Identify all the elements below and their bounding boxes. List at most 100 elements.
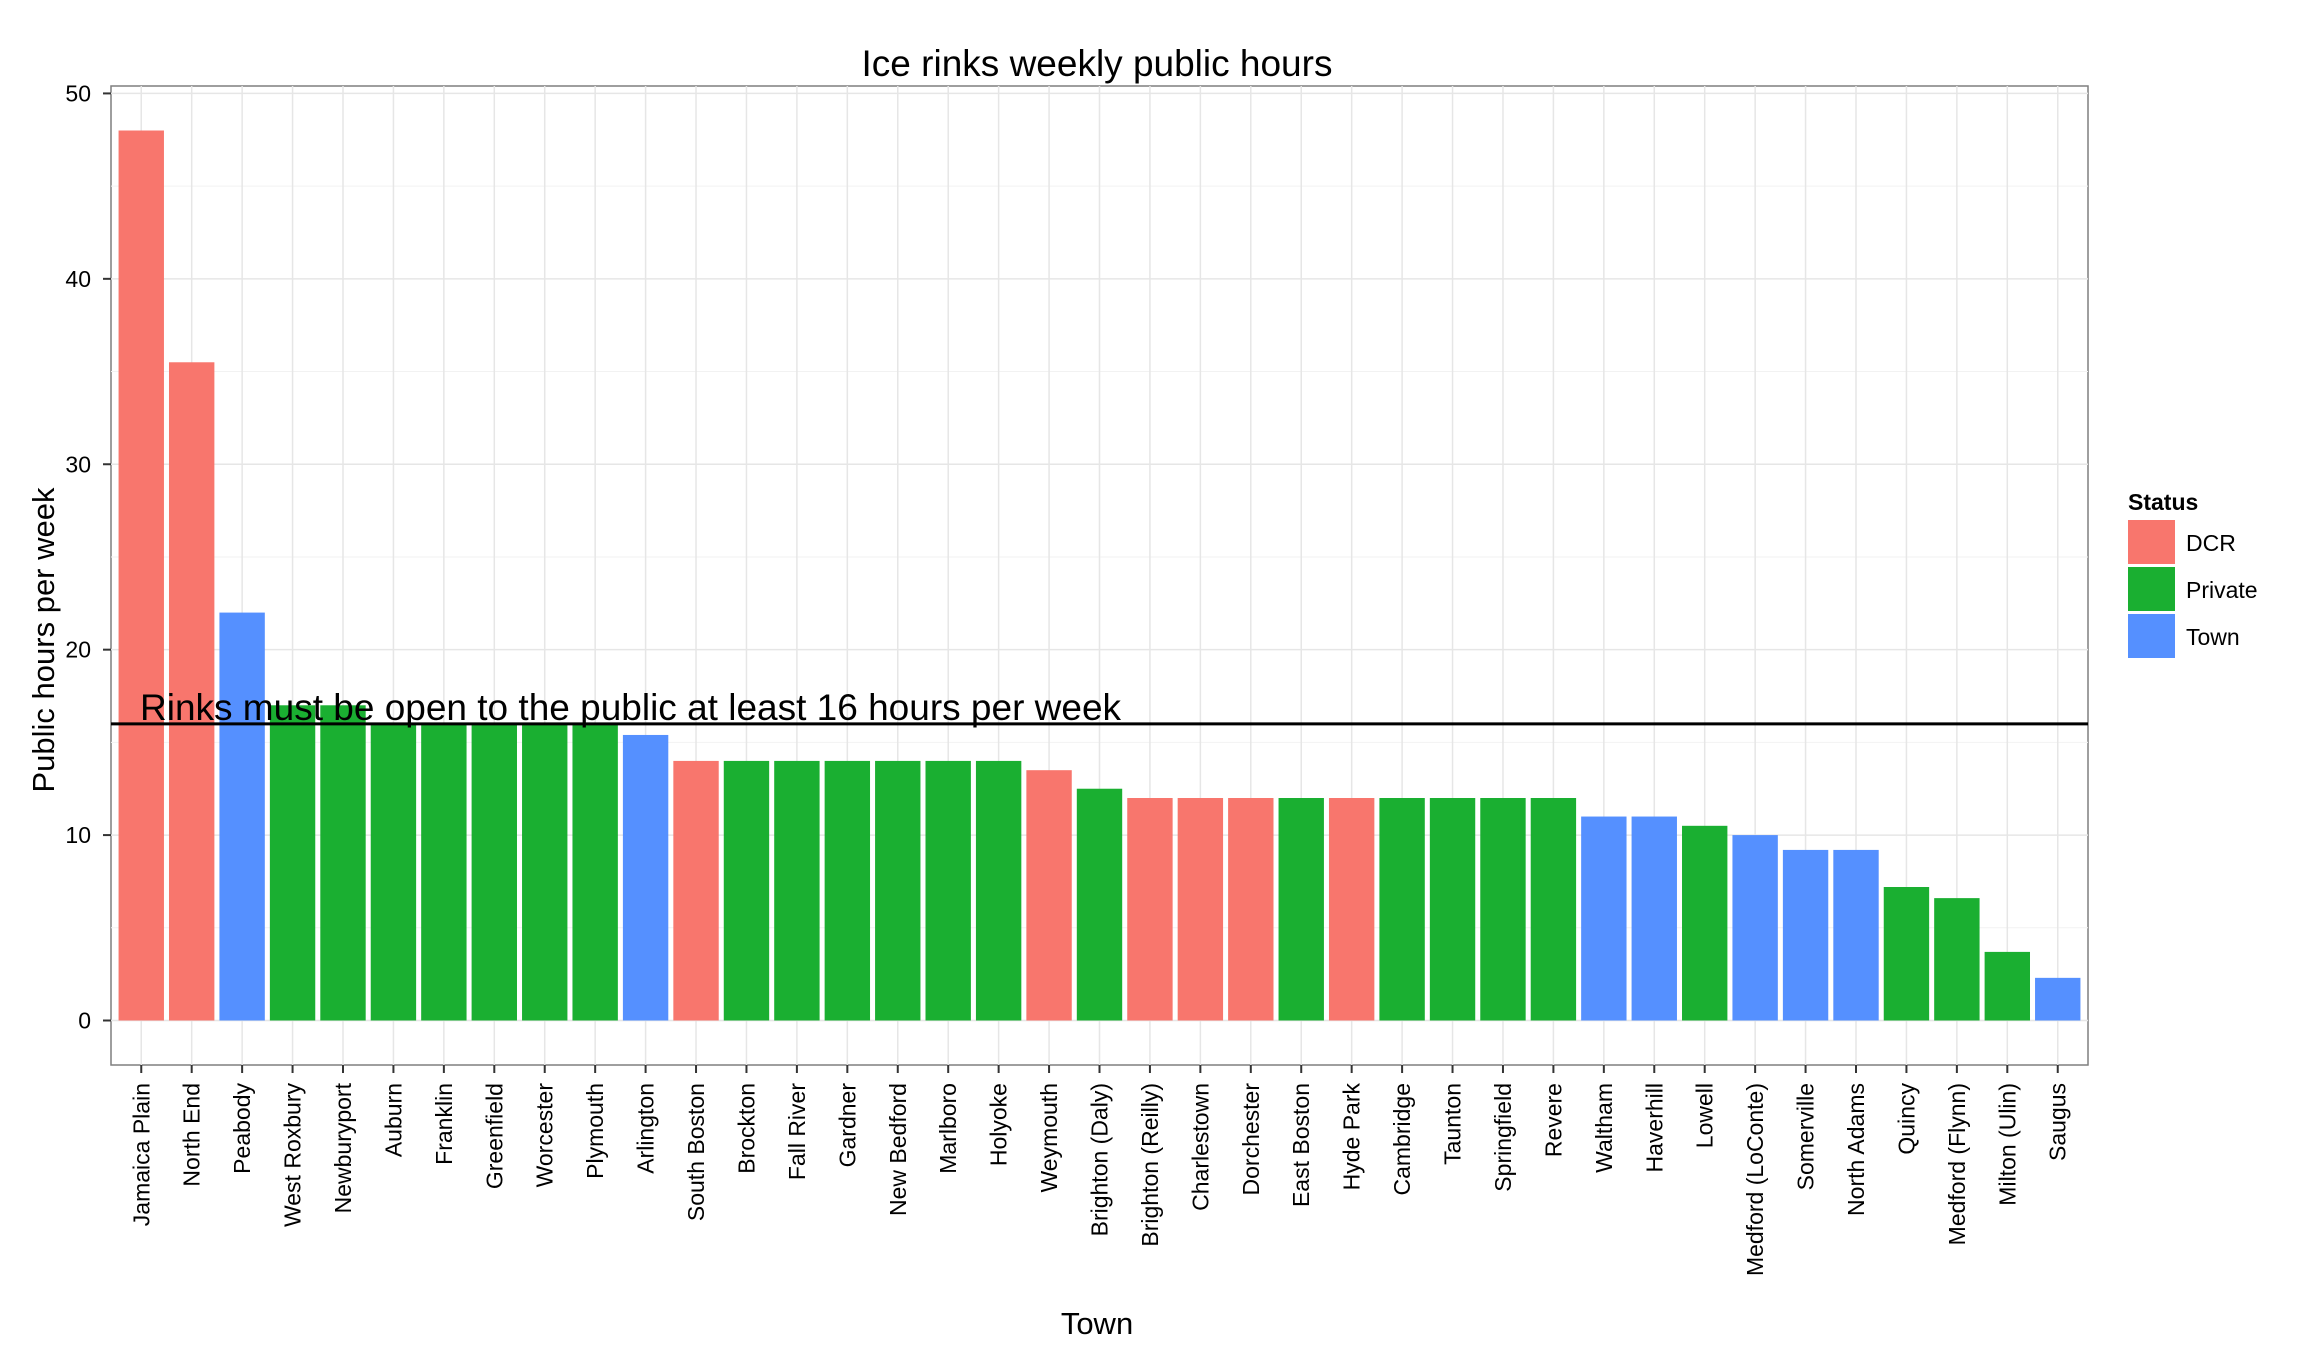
x-tick-label: Hyde Park bbox=[1339, 1083, 1365, 1191]
bar bbox=[925, 760, 971, 1021]
x-tick-label: Charlestown bbox=[1187, 1083, 1213, 1211]
bars bbox=[118, 130, 2081, 1021]
bar bbox=[1530, 798, 1577, 1021]
y-axis-label: Public hours per week bbox=[26, 487, 61, 792]
bar bbox=[875, 760, 921, 1021]
bar bbox=[118, 130, 164, 1021]
x-tick-label: Springfield bbox=[1490, 1083, 1516, 1192]
x-axis: Jamaica Plain North End Peabody West Roxbur… bbox=[128, 1065, 2071, 1276]
legend-swatch bbox=[2128, 520, 2175, 564]
y-tick-label: 30 bbox=[65, 451, 91, 477]
x-tick-label: Jamaica Plain bbox=[128, 1083, 154, 1226]
x-tick-label: Lowell bbox=[1692, 1083, 1718, 1148]
legend-swatch bbox=[2128, 567, 2175, 611]
x-tick-label: Brockton bbox=[733, 1083, 759, 1174]
bar bbox=[370, 723, 417, 1021]
bar bbox=[522, 723, 568, 1021]
bar bbox=[1480, 798, 1526, 1021]
x-tick-label: New Bedford bbox=[885, 1083, 911, 1216]
x-tick-label: Weymouth bbox=[1036, 1083, 1062, 1193]
bar bbox=[1732, 835, 1778, 1021]
bar bbox=[1682, 825, 1728, 1021]
x-tick-label: Medford (Flynn) bbox=[1944, 1083, 1970, 1245]
legend-swatch bbox=[2128, 614, 2175, 658]
bar bbox=[975, 760, 1022, 1021]
bar bbox=[1984, 951, 2031, 1021]
legend-title: Status bbox=[2128, 489, 2198, 515]
y-tick-label: 20 bbox=[65, 637, 91, 663]
y-tick-label: 10 bbox=[65, 822, 91, 848]
bar bbox=[1278, 798, 1324, 1021]
bar bbox=[471, 723, 517, 1021]
bar bbox=[219, 612, 265, 1021]
bar bbox=[168, 362, 215, 1021]
x-tick-label: Greenfield bbox=[481, 1083, 507, 1189]
bar bbox=[1026, 770, 1072, 1021]
bar bbox=[1228, 798, 1274, 1021]
bar bbox=[269, 705, 316, 1021]
bar bbox=[1076, 788, 1123, 1021]
bar bbox=[723, 760, 770, 1021]
x-tick-label: Waltham bbox=[1591, 1083, 1617, 1173]
bar bbox=[1782, 849, 1829, 1021]
x-tick-label: North Adams bbox=[1843, 1083, 1869, 1216]
x-tick-label: Fall River bbox=[784, 1083, 810, 1180]
legend-label: Town bbox=[2186, 624, 2240, 650]
x-tick-label: Taunton bbox=[1440, 1083, 1466, 1165]
bar bbox=[774, 760, 820, 1021]
bar bbox=[1177, 798, 1224, 1021]
x-tick-label: Brighton (Reilly) bbox=[1137, 1083, 1163, 1247]
bar bbox=[1833, 849, 1879, 1021]
bar bbox=[1631, 816, 1677, 1021]
reference-line-label: Rinks must be open to the public at leas… bbox=[140, 687, 1122, 728]
x-tick-label: Cambridge bbox=[1389, 1083, 1415, 1196]
x-axis-label: Town bbox=[1061, 1306, 1133, 1341]
x-tick-label: Holyoke bbox=[986, 1083, 1012, 1166]
x-tick-label: North End bbox=[179, 1083, 205, 1187]
bar bbox=[622, 734, 669, 1021]
bar bbox=[572, 723, 618, 1021]
legend-label: Private bbox=[2186, 577, 2258, 603]
y-axis: 0 10 20 30 40 50 bbox=[65, 80, 111, 1034]
x-tick-label: Haverhill bbox=[1641, 1083, 1667, 1172]
x-tick-label: Revere bbox=[1540, 1083, 1566, 1157]
x-tick-label: Arlington bbox=[633, 1083, 659, 1174]
bar bbox=[673, 760, 719, 1021]
x-tick-label: Medford (LoConte) bbox=[1742, 1083, 1768, 1276]
bar bbox=[1581, 816, 1627, 1021]
x-tick-label: Somerville bbox=[1793, 1083, 1819, 1190]
y-tick-label: 0 bbox=[78, 1008, 91, 1034]
x-tick-label: Dorchester bbox=[1238, 1083, 1264, 1196]
legend-label: DCR bbox=[2186, 530, 2236, 556]
x-tick-label: Plymouth bbox=[582, 1083, 608, 1179]
legend: Status DCR Private Town bbox=[2128, 489, 2258, 658]
bar bbox=[1934, 898, 1980, 1021]
bar bbox=[421, 723, 467, 1021]
x-tick-label: West Roxbury bbox=[280, 1083, 306, 1228]
bar bbox=[320, 705, 366, 1021]
x-tick-label: Auburn bbox=[380, 1083, 406, 1157]
bar bbox=[1429, 798, 1476, 1021]
bar bbox=[1328, 798, 1375, 1021]
bar bbox=[1379, 798, 1425, 1021]
x-tick-label: Saugus bbox=[2045, 1083, 2071, 1161]
bar bbox=[824, 760, 871, 1021]
y-tick-label: 40 bbox=[65, 266, 91, 292]
x-tick-label: Brighton (Daly) bbox=[1087, 1083, 1113, 1236]
x-tick-label: Worcester bbox=[532, 1083, 558, 1188]
x-tick-label: South Boston bbox=[683, 1083, 709, 1221]
bar bbox=[1127, 798, 1173, 1021]
x-tick-label: Milton (Ulin) bbox=[1994, 1083, 2020, 1206]
x-tick-label: East Boston bbox=[1288, 1083, 1314, 1207]
x-tick-label: Marlboro bbox=[935, 1083, 961, 1174]
bar bbox=[1883, 887, 1930, 1021]
x-tick-label: Quincy bbox=[1893, 1083, 1919, 1155]
x-tick-label: Gardner bbox=[834, 1083, 860, 1168]
y-tick-label: 50 bbox=[65, 80, 91, 106]
chart-title: Ice rinks weekly public hours bbox=[862, 43, 1333, 84]
x-tick-label: Peabody bbox=[229, 1083, 255, 1174]
bar bbox=[2035, 977, 2081, 1021]
x-tick-label: Franklin bbox=[431, 1083, 457, 1165]
